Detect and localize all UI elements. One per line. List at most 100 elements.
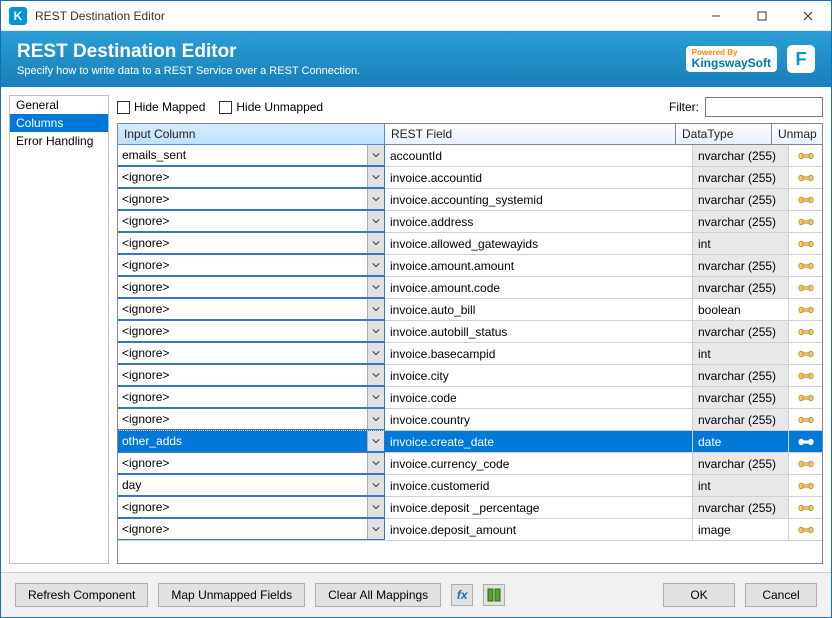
table-row[interactable]: <ignore>invoice.basecampidint xyxy=(118,343,822,365)
table-row[interactable]: <ignore>invoice.auto_billboolean xyxy=(118,299,822,321)
unmap-button[interactable] xyxy=(789,211,822,232)
table-row[interactable]: <ignore>invoice.allowed_gatewayidsint xyxy=(118,233,822,255)
sidebar-item-general[interactable]: General xyxy=(10,96,108,114)
chevron-down-icon[interactable] xyxy=(367,409,384,429)
table-row[interactable]: <ignore>invoice.amount.codenvarchar (255… xyxy=(118,277,822,299)
chevron-down-icon[interactable] xyxy=(367,519,384,539)
unmap-button[interactable] xyxy=(789,343,822,364)
clear-all-mappings-button[interactable]: Clear All Mappings xyxy=(315,583,441,607)
unmap-button[interactable] xyxy=(789,431,822,452)
input-column-combo[interactable]: <ignore> xyxy=(118,364,385,386)
header-rest-field[interactable]: REST Field xyxy=(385,124,676,144)
rest-field-cell: invoice.deposit _percentage xyxy=(385,497,693,518)
table-row[interactable]: <ignore>invoice.countrynvarchar (255) xyxy=(118,409,822,431)
filter-input[interactable] xyxy=(705,97,823,117)
table-row[interactable]: <ignore>invoice.codenvarchar (255) xyxy=(118,387,822,409)
maximize-button[interactable] xyxy=(739,1,785,30)
table-row[interactable]: <ignore>invoice.citynvarchar (255) xyxy=(118,365,822,387)
sidebar-item-error-handling[interactable]: Error Handling xyxy=(10,132,108,150)
chevron-down-icon[interactable] xyxy=(367,321,384,341)
chevron-down-icon[interactable] xyxy=(367,453,384,473)
input-column-combo[interactable]: day xyxy=(118,474,385,496)
header-input-column[interactable]: Input Column xyxy=(117,123,385,145)
grid-body[interactable]: emails_sentaccountIdnvarchar (255)<ignor… xyxy=(118,145,822,563)
input-column-combo[interactable]: <ignore> xyxy=(118,518,385,540)
unmap-button[interactable] xyxy=(789,145,822,166)
unmap-button[interactable] xyxy=(789,167,822,188)
unmap-button[interactable] xyxy=(789,365,822,386)
unmap-button[interactable] xyxy=(789,277,822,298)
input-column-combo[interactable]: <ignore> xyxy=(118,386,385,408)
chevron-down-icon[interactable] xyxy=(367,211,384,231)
chevron-down-icon[interactable] xyxy=(367,167,384,187)
close-button[interactable] xyxy=(785,1,831,30)
combo-value: day xyxy=(118,475,367,495)
input-column-combo[interactable]: <ignore> xyxy=(118,452,385,474)
rest-field-cell: invoice.amount.amount xyxy=(385,255,693,276)
unmap-button[interactable] xyxy=(789,299,822,320)
input-column-combo[interactable]: <ignore> xyxy=(118,232,385,254)
refresh-component-button[interactable]: Refresh Component xyxy=(15,583,148,607)
table-row[interactable]: <ignore>invoice.deposit_amountimage xyxy=(118,519,822,541)
expression-button[interactable]: fx xyxy=(451,584,473,606)
unmap-button[interactable] xyxy=(789,233,822,254)
chevron-down-icon[interactable] xyxy=(367,387,384,407)
input-column-combo[interactable]: <ignore> xyxy=(118,320,385,342)
map-unmapped-fields-button[interactable]: Map Unmapped Fields xyxy=(158,583,305,607)
sidebar-item-columns[interactable]: Columns xyxy=(10,114,108,132)
input-column-combo[interactable]: <ignore> xyxy=(118,408,385,430)
table-row[interactable]: dayinvoice.customeridint xyxy=(118,475,822,497)
table-row[interactable]: emails_sentaccountIdnvarchar (255) xyxy=(118,145,822,167)
table-row[interactable]: <ignore>invoice.autobill_statusnvarchar … xyxy=(118,321,822,343)
input-column-combo[interactable]: <ignore> xyxy=(118,496,385,518)
chevron-down-icon[interactable] xyxy=(367,233,384,253)
input-column-combo[interactable]: <ignore> xyxy=(118,276,385,298)
header-unmap[interactable]: Unmap xyxy=(772,124,822,144)
table-row[interactable]: <ignore>invoice.accountidnvarchar (255) xyxy=(118,167,822,189)
table-row[interactable]: <ignore>invoice.deposit _percentagenvarc… xyxy=(118,497,822,519)
unmap-button[interactable] xyxy=(789,321,822,342)
table-row[interactable]: <ignore>invoice.amount.amountnvarchar (2… xyxy=(118,255,822,277)
unmap-button[interactable] xyxy=(789,519,822,540)
input-column-combo[interactable]: <ignore> xyxy=(118,210,385,232)
chevron-down-icon[interactable] xyxy=(367,431,384,451)
header-datatype[interactable]: DataType xyxy=(676,124,772,144)
input-column-combo[interactable]: <ignore> xyxy=(118,298,385,320)
input-column-combo[interactable]: <ignore> xyxy=(118,166,385,188)
input-column-combo[interactable]: <ignore> xyxy=(118,342,385,364)
chevron-down-icon[interactable] xyxy=(367,365,384,385)
hide-unmapped-checkbox[interactable]: Hide Unmapped xyxy=(219,100,323,114)
table-row[interactable]: other_addsinvoice.create_datedate xyxy=(118,431,822,453)
input-column-combo[interactable]: emails_sent xyxy=(118,145,385,166)
hide-mapped-checkbox[interactable]: Hide Mapped xyxy=(117,100,205,114)
rest-field-cell: invoice.autobill_status xyxy=(385,321,693,342)
input-column-combo[interactable]: <ignore> xyxy=(118,254,385,276)
rest-field-cell: invoice.currency_code xyxy=(385,453,693,474)
ok-button[interactable]: OK xyxy=(663,583,735,607)
chevron-down-icon[interactable] xyxy=(367,299,384,319)
minimize-button[interactable] xyxy=(693,1,739,30)
unmap-button[interactable] xyxy=(789,387,822,408)
unmap-button[interactable] xyxy=(789,475,822,496)
table-row[interactable]: <ignore>invoice.addressnvarchar (255) xyxy=(118,211,822,233)
chevron-down-icon[interactable] xyxy=(367,145,384,165)
unmap-button[interactable] xyxy=(789,409,822,430)
chevron-down-icon[interactable] xyxy=(367,497,384,517)
chevron-down-icon[interactable] xyxy=(367,255,384,275)
checkbox-icon xyxy=(219,101,232,114)
input-column-combo[interactable]: <ignore> xyxy=(118,188,385,210)
table-row[interactable]: <ignore>invoice.currency_codenvarchar (2… xyxy=(118,453,822,475)
table-row[interactable]: <ignore>invoice.accounting_systemidnvarc… xyxy=(118,189,822,211)
chevron-down-icon[interactable] xyxy=(367,277,384,297)
chevron-down-icon[interactable] xyxy=(367,343,384,363)
input-column-combo[interactable]: other_adds xyxy=(118,430,385,452)
unmap-button[interactable] xyxy=(789,189,822,210)
chevron-down-icon[interactable] xyxy=(367,189,384,209)
unmap-button[interactable] xyxy=(789,255,822,276)
column-chooser-button[interactable] xyxy=(483,584,505,606)
chevron-down-icon[interactable] xyxy=(367,475,384,495)
rest-field-cell: invoice.customerid xyxy=(385,475,693,496)
unmap-button[interactable] xyxy=(789,453,822,474)
cancel-button[interactable]: Cancel xyxy=(745,583,817,607)
unmap-button[interactable] xyxy=(789,497,822,518)
